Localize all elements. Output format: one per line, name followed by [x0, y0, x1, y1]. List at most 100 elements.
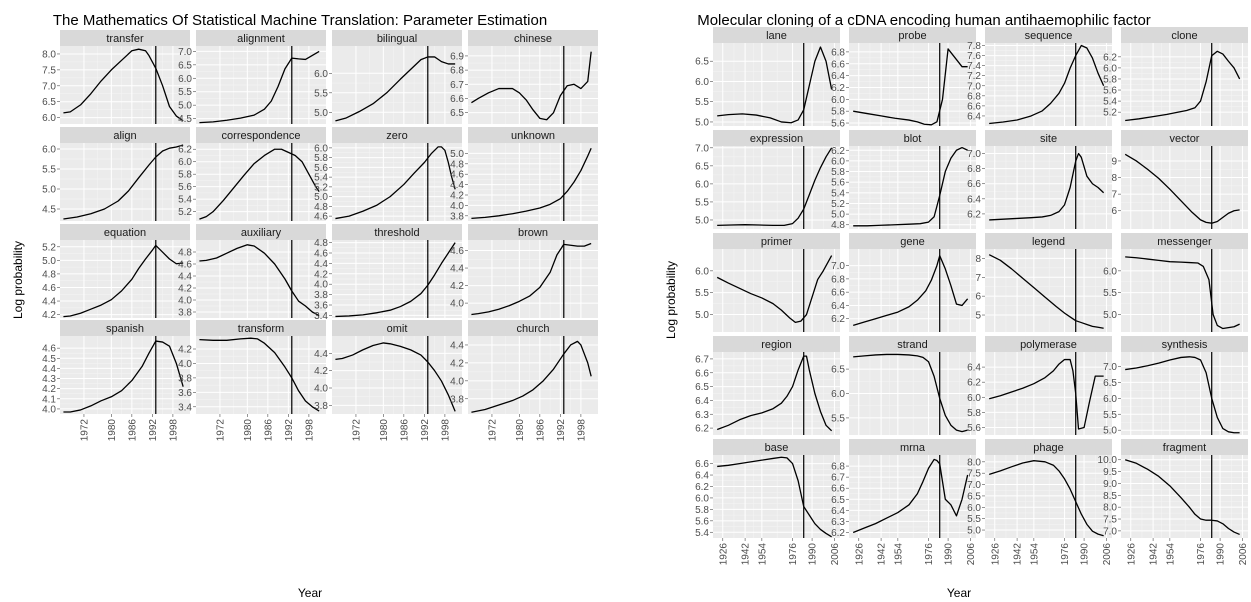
facet-panel-site: site 6.2 6.4 6.6 6.8 7.0: [967, 130, 1112, 229]
y-tick-label: 5.8: [831, 107, 845, 118]
facet-label: omit: [387, 323, 408, 335]
y-tick-label: 8.0: [1103, 503, 1117, 514]
x-tick-label: 1942: [1013, 543, 1024, 566]
x-axis-label: Year: [298, 586, 322, 600]
panel-background: [713, 455, 840, 538]
y-tick-label: 5.0: [178, 101, 192, 112]
facet-strip: [468, 127, 598, 143]
x-tick-label: 1976: [924, 543, 935, 566]
y-tick-label: 5.6: [314, 163, 328, 174]
y-tick-label: 6.5: [831, 365, 845, 376]
facet-strip: [1121, 233, 1248, 249]
plot-left: The Mathematics Of Statistical Machine T…: [11, 12, 598, 600]
series-line: [853, 353, 968, 433]
facet-label: polymerase: [1020, 339, 1077, 351]
y-tick-label: 5.0: [1103, 310, 1117, 321]
facet-strip: [332, 30, 462, 46]
y-tick-label: 4.2: [450, 281, 464, 292]
y-tick-label: 6.7: [831, 473, 845, 484]
y-tick-label: 4.3: [42, 374, 56, 385]
y-tick-label: 4.2: [178, 345, 192, 356]
y-tick-label: 4.4: [178, 272, 192, 283]
x-tick-label: 1992: [148, 419, 159, 442]
y-tick-label: 6.0: [42, 113, 56, 124]
y-tick-label: 4.8: [314, 202, 328, 213]
y-tick-label: 5.2: [831, 199, 845, 210]
panel-background: [985, 249, 1112, 332]
facet-label: expression: [750, 133, 803, 145]
y-tick-label: 6.6: [450, 94, 464, 105]
series-line: [717, 456, 832, 538]
y-tick-label: 7: [1111, 190, 1117, 201]
y-tick-label: 5.0: [42, 185, 56, 196]
y-tick-label: 4.6: [42, 283, 56, 294]
series-line: [335, 242, 456, 318]
y-tick-label: 5.6: [831, 178, 845, 189]
x-tick-label: 1942: [877, 543, 888, 566]
y-tick-label: 6.2: [178, 145, 192, 156]
y-tick-label: 4.6: [450, 170, 464, 181]
y-tick-label: 7.5: [967, 469, 981, 480]
y-tick-label: 6.5: [42, 97, 56, 108]
series-line: [853, 146, 968, 227]
y-tick-label: 6.6: [831, 288, 845, 299]
y-tick-label: 7.0: [1103, 526, 1117, 537]
y-tick-label: 6.5: [178, 60, 192, 71]
y-tick-label: 6.8: [967, 164, 981, 175]
y-tick-label: 7.0: [967, 149, 981, 160]
y-tick-label: 6.0: [967, 503, 981, 514]
panel-background: [1121, 352, 1248, 435]
facet-label: zero: [386, 130, 407, 142]
x-tick-label: 1954: [757, 543, 768, 566]
y-tick-label: 3.8: [450, 211, 464, 222]
facet-panel-blot: blot 4.85.05.25.45.65.86.06.2: [831, 130, 976, 231]
x-tick-label: 1998: [576, 419, 587, 442]
panel-background: [985, 352, 1112, 435]
y-tick-label: 5.0: [695, 215, 709, 226]
facet-panel-omit: omit 3.8 4.0 4.2 4.4 1972 1980 1986 1992 1998: [314, 320, 462, 441]
y-tick-label: 7.5: [42, 65, 56, 76]
y-tick-label: 6.0: [831, 95, 845, 106]
series-line: [199, 337, 320, 412]
facet-panel-lane: lane 5.0 5.5 6.0 6.5: [695, 27, 840, 128]
y-tick-label: 4.5: [42, 354, 56, 365]
y-tick-label: 5.8: [967, 408, 981, 419]
series-line: [63, 244, 184, 318]
y-tick-label: 10.0: [1098, 455, 1118, 466]
facet-panel-sequence: sequence 6.46.66.87.07.27.47.67.8: [967, 27, 1112, 126]
series-line: [988, 254, 1104, 329]
y-tick-label: 4.8: [178, 248, 192, 259]
facet-label: chinese: [514, 33, 552, 45]
facet-label: threshold: [374, 227, 419, 239]
y-tick-label: 7.6: [967, 51, 981, 62]
y-tick-label: 5.4: [831, 188, 845, 199]
facet-panel-probe: probe 5.65.86.06.26.46.66.8: [831, 27, 976, 130]
facet-strip: [196, 127, 326, 143]
y-tick-label: 4.0: [314, 384, 328, 395]
y-tick-label: 5.0: [450, 149, 464, 160]
y-tick-label: 5.2: [42, 242, 56, 253]
x-tick-label: 1942: [1149, 543, 1160, 566]
y-tick-label: 7.8: [967, 41, 981, 52]
y-tick-label: 6.4: [967, 363, 981, 374]
facet-strip: [1121, 27, 1248, 43]
y-tick-label: 3.8: [450, 394, 464, 405]
y-tick-label: 4.6: [42, 344, 56, 355]
y-tick-label: 5.5: [695, 288, 709, 299]
y-tick-label: 5.8: [831, 167, 845, 178]
facet-label: bilingual: [377, 33, 417, 45]
y-tick-label: 4.2: [314, 269, 328, 280]
x-tick-label: 1990: [1080, 543, 1091, 566]
series-line: [1124, 153, 1240, 224]
y-tick-label: 6.3: [695, 410, 709, 421]
facet-panel-messenger: messenger 5.0 5.5 6.0: [1103, 233, 1248, 332]
facet-label: synthesis: [1162, 339, 1208, 351]
x-tick-label: 1980: [107, 419, 118, 442]
series-line: [716, 255, 833, 324]
y-tick-label: 3.6: [178, 388, 192, 399]
y-tick-label: 5.5: [695, 97, 709, 108]
y-tick-label: 4.0: [178, 359, 192, 370]
facet-strip: [849, 130, 976, 146]
